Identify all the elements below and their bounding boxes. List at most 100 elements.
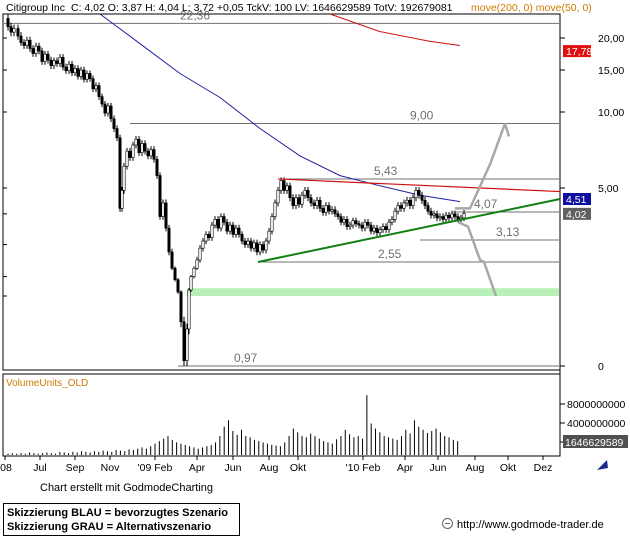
candle-body-108 xyxy=(324,205,328,213)
candle-body-139 xyxy=(417,190,421,196)
x-tick-label-11: Jun xyxy=(430,462,447,474)
volume-panel-frame xyxy=(2,373,561,457)
candle-body-96 xyxy=(288,185,292,199)
trendline-resistance xyxy=(277,178,561,193)
x-tick-label-8: Okt xyxy=(290,462,306,474)
site-url: http://www.godmode-trader.de xyxy=(457,519,604,531)
candle-body-55 xyxy=(167,227,171,253)
x-tick-label-0: '08 xyxy=(0,462,12,474)
x-tick-label-3: Nov xyxy=(101,462,120,474)
price-tag-bg-2 xyxy=(563,207,591,220)
candle-body-32 xyxy=(100,96,104,105)
candle-body-58 xyxy=(176,279,180,293)
scenario-sketches xyxy=(455,123,511,297)
scenario-blue-path xyxy=(455,123,511,210)
candle-body-138 xyxy=(414,190,418,199)
candle-body-78 xyxy=(234,227,238,235)
candle-body-92 xyxy=(276,190,280,204)
candle-body-86 xyxy=(258,244,262,253)
trendlines xyxy=(257,178,561,263)
scenario-grey-path xyxy=(457,221,498,297)
level-label-3: 4,07 xyxy=(474,197,498,211)
candle-body-61 xyxy=(185,328,189,361)
candle-body-104 xyxy=(312,202,316,206)
x-tick-label-1: Jul xyxy=(33,462,46,474)
candle-body-59 xyxy=(179,291,183,323)
candle-body-63 xyxy=(189,276,193,291)
price-tag-label-0: 17,78 xyxy=(566,46,592,58)
candle-body-87 xyxy=(261,244,265,251)
candle-body-65 xyxy=(195,259,199,269)
candle-body-35 xyxy=(109,105,113,120)
candle-body-42 xyxy=(128,150,132,158)
candle-body-49 xyxy=(149,149,153,157)
candle-body-88 xyxy=(264,240,268,251)
y-tick-label-1: 15,00 xyxy=(598,65,624,77)
candle-body-70 xyxy=(210,224,214,238)
x-tick-label-6: Jun xyxy=(225,462,242,474)
candle-body-81 xyxy=(243,240,247,245)
candle-body-119 xyxy=(357,223,361,226)
candle-body-2 xyxy=(9,26,13,33)
candle-body-36 xyxy=(112,118,116,129)
candle-body-33 xyxy=(103,103,107,114)
candle-body-11 xyxy=(37,45,41,52)
candle-body-51 xyxy=(155,158,159,176)
candle-body-45 xyxy=(137,138,141,153)
price-tag-label-2: 4,02 xyxy=(566,209,587,221)
price-tag-bg-0 xyxy=(563,45,591,58)
candle-body-123 xyxy=(369,224,373,232)
volume-tick-label-2: 1646629589 xyxy=(565,437,624,449)
candle-body-24 xyxy=(76,68,80,77)
candle-body-46 xyxy=(140,143,144,153)
x-tick-label-7: Aug xyxy=(260,462,279,474)
moving-average-0 xyxy=(329,13,461,46)
y-tick-label-0: 20,00 xyxy=(598,33,624,45)
candle-body-128 xyxy=(384,226,388,230)
candle-body-12 xyxy=(40,50,44,62)
candle-body-105 xyxy=(315,199,319,206)
candle-body-113 xyxy=(339,216,343,223)
level-label-5: 2,55 xyxy=(378,247,402,261)
candle-body-82 xyxy=(246,240,250,245)
candle-body-115 xyxy=(345,219,349,227)
candle-body-142 xyxy=(426,205,430,212)
quote-line: C: 4,02 O: 3,87 H: 4,04 L: 3,72 +0,05 Tc… xyxy=(71,2,453,14)
copyright-icon xyxy=(442,518,453,529)
candle-body-77 xyxy=(231,224,235,235)
candle-body-75 xyxy=(225,221,229,232)
chart-title: Citigroup Inc xyxy=(6,2,65,14)
candle-body-44 xyxy=(134,138,138,146)
level-label-1: 9,00 xyxy=(410,109,434,123)
x-tick-label-2: Sep xyxy=(66,462,85,474)
candle-body-79 xyxy=(237,227,241,235)
moving-average-1 xyxy=(99,13,461,203)
candle-body-91 xyxy=(273,202,277,217)
trendline-support xyxy=(257,198,561,263)
candle-body-41 xyxy=(125,150,129,167)
candle-body-131 xyxy=(393,210,397,220)
candle-body-118 xyxy=(354,220,358,224)
horizontal-levels: 22,36 9,00 5,43 4,07 3,13 2,55 0,97 xyxy=(4,8,559,367)
candle-body-26 xyxy=(82,69,86,80)
x-tick-label-13: Okt xyxy=(500,462,516,474)
candle-body-152 xyxy=(456,216,460,220)
candle-body-8 xyxy=(28,39,32,49)
candle-body-145 xyxy=(435,213,439,219)
candle-body-110 xyxy=(330,209,334,212)
site-link[interactable]: http://www.godmode-trader.de xyxy=(442,518,604,531)
candle-body-85 xyxy=(255,242,259,253)
candle-body-43 xyxy=(131,144,135,158)
candle-body-4 xyxy=(16,28,20,37)
candle-body-28 xyxy=(88,73,92,79)
candle-body-74 xyxy=(222,216,226,223)
y-tick-label-4: 0 xyxy=(598,361,604,373)
candle-body-150 xyxy=(450,213,454,219)
support-zone-band xyxy=(187,288,559,296)
candle-body-107 xyxy=(321,208,325,213)
level-label-4: 3,13 xyxy=(496,225,520,239)
candle-body-134 xyxy=(402,202,406,209)
candle-body-23 xyxy=(73,68,77,74)
candle-body-47 xyxy=(143,143,147,152)
